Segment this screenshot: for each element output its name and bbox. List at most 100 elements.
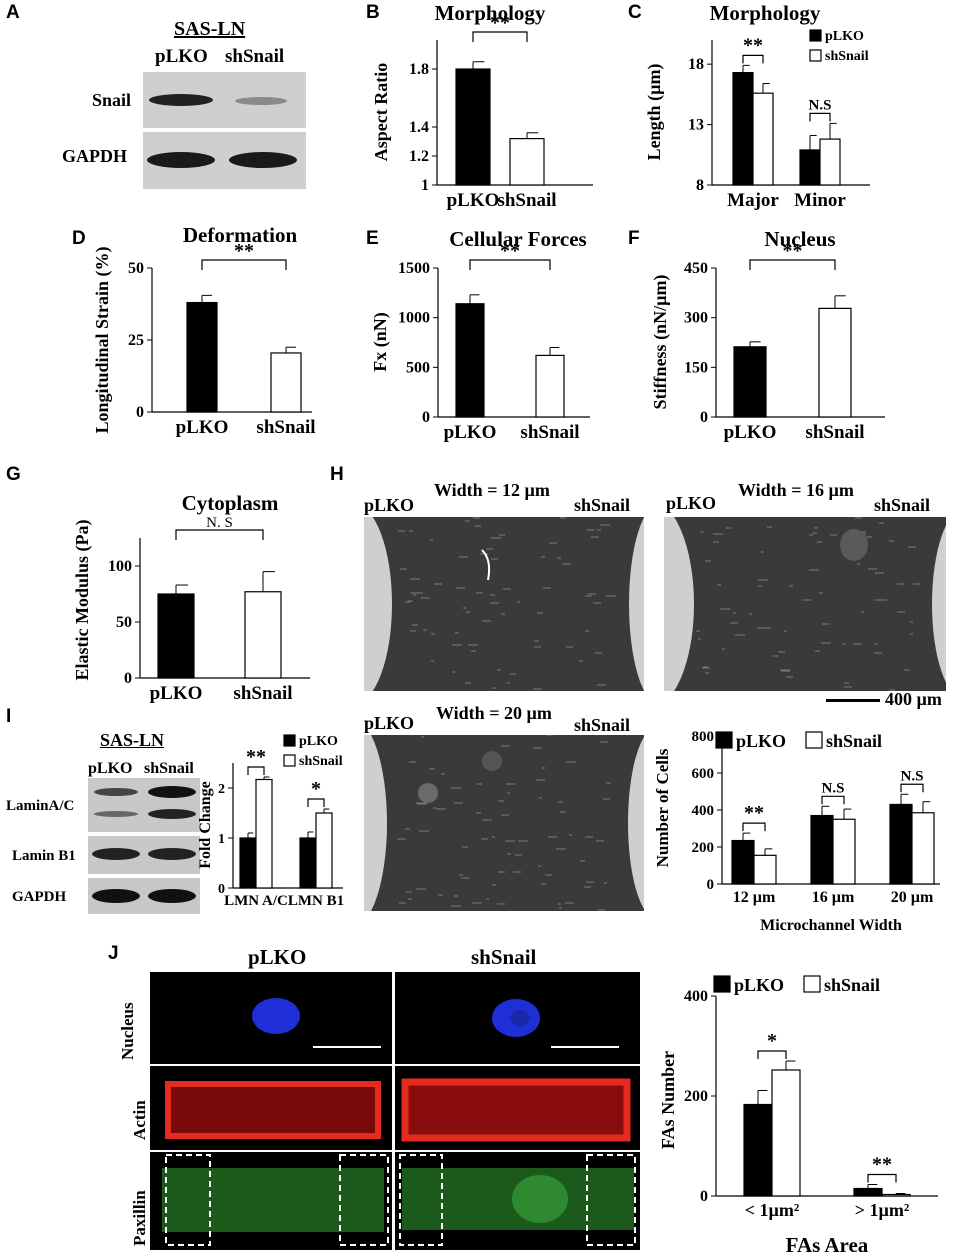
chart-i-bar	[239, 837, 257, 889]
chart-d-xtick-label: pLKO	[176, 417, 229, 438]
chart-h2-ytick-label: 600	[692, 766, 715, 782]
chart-e-ylabel: Fx (nN)	[370, 312, 391, 372]
chart-g-bar	[244, 591, 282, 679]
chart-h2-sig-label: N.S	[901, 768, 924, 784]
chart-i-legend-swatch	[283, 754, 296, 767]
h-label-plko-2: pLKO	[666, 493, 717, 513]
chart-g-xtick-label: shSnail	[233, 683, 292, 704]
chart-b-ytick-label: 1	[421, 177, 429, 194]
chart-d-sig-label: **	[234, 240, 254, 262]
chart-j2-legend-swatch	[803, 975, 821, 993]
chart-c-ytick-label: 13	[688, 117, 704, 134]
chart-i-legend-label: pLKO	[299, 734, 338, 749]
chart-c-bar	[752, 92, 774, 186]
panel-letter-i: I	[6, 706, 12, 727]
chart-d-xtick-label: shSnail	[256, 417, 315, 438]
chart-i-xtick-label: LMN A/C	[224, 893, 288, 909]
chart-c-ylabel: Length (µm)	[644, 64, 665, 161]
chart-c-sig-label: N.S	[809, 97, 832, 113]
chart-d-ylabel: Longitudinal Strain (%)	[92, 246, 113, 433]
chart-c-title: Morphology	[710, 1, 821, 25]
chart-j2-ytick-label: 0	[700, 1188, 708, 1205]
chart-h2-xtick-label: 12 µm	[733, 889, 776, 906]
chart-e-ytick-label: 1500	[398, 260, 430, 277]
chart-b-xtick-label: pLKO	[447, 190, 500, 211]
microchannel-image-20	[364, 735, 644, 911]
panel-letter-e: E	[366, 228, 379, 249]
panel-letter-g: G	[6, 464, 21, 485]
j-fluorescence-grid	[150, 972, 640, 1250]
microchannel-image-16	[664, 517, 946, 691]
chart-j-fas: 0 200 400 FAs Number < 1µm² * > 1µm² ** FAs Area…	[658, 975, 938, 1257]
chart-i-legend-swatch	[283, 734, 296, 747]
chart-f-ytick-label: 450	[684, 260, 708, 277]
chart-d-ytick-label: 25	[128, 332, 144, 349]
chart-j2-bar	[771, 1069, 801, 1197]
chart-c-bar	[799, 149, 821, 186]
chart-e: Cellular Forces 0 500 1000 1500 Fx (nN) pLKO sh…	[370, 227, 590, 443]
chart-b: Morphology 1 1.2 1.4 1.8 Aspect Ratio pLKOshSn…	[371, 1, 593, 211]
blot-i-row-1: LaminA/C	[6, 798, 75, 814]
chart-h2-bar	[731, 839, 755, 885]
chart-j2-ytick-label: 200	[684, 1088, 708, 1105]
chart-b-bar	[509, 138, 545, 186]
chart-f-ytick-label: 150	[684, 359, 708, 376]
chart-g-ytick-label: 50	[116, 614, 132, 631]
chart-j2-xtick-label: > 1µm²	[855, 1200, 910, 1220]
chart-e-sig-bracket	[469, 259, 551, 270]
h-label-width-20: Width = 20 µm	[436, 703, 552, 723]
blot-i-row-3: GAPDH	[12, 889, 67, 905]
chart-b-xtick-label: shSnail	[497, 190, 556, 211]
blot-i-row-2: Lamin B1	[12, 848, 76, 864]
chart-g: Cytoplasm 0 50 100 Elastic Modulus (Pa) pLKO s…	[72, 491, 310, 704]
h-label-plko-1: pLKO	[364, 495, 415, 515]
chart-h2-sig-label: N.S	[822, 780, 845, 796]
chart-c-xtick-label: Minor	[794, 190, 846, 211]
j-row-nucleus: Nucleus	[118, 1002, 137, 1060]
blot-a-lane-2: shSnail	[225, 46, 285, 67]
blot-a-lane-1: pLKO	[155, 46, 208, 67]
chart-f-sig-bracket	[749, 259, 836, 270]
chart-c: Morphology 8 13 18 Length (µm) Major ** Minor N.…	[644, 1, 870, 211]
j-row-actin: Actin	[130, 1100, 149, 1140]
chart-c-bar	[732, 72, 754, 186]
chart-j2-xlabel: FAs Area	[786, 1233, 869, 1257]
h-label-shsnail-2: shSnail	[874, 495, 931, 515]
chart-b-ytick-label: 1.2	[409, 148, 429, 165]
chart-f-xtick-label: shSnail	[805, 422, 864, 443]
h-label-shsnail-1: shSnail	[574, 495, 631, 515]
chart-j2-sig-label: **	[872, 1154, 892, 1176]
chart-e-xtick-label: pLKO	[444, 422, 497, 443]
chart-i-sig-bracket	[247, 766, 265, 775]
chart-h2-ytick-label: 800	[692, 729, 715, 745]
chart-b-title: Morphology	[435, 1, 546, 25]
chart-b-sig-bracket	[472, 31, 528, 42]
chart-h-cells: 0 200 400 600 800 Number of Cells 12 µm ** 16 µm…	[653, 729, 940, 934]
chart-h2-bar	[810, 814, 834, 885]
chart-g-sig-label: N. S	[206, 515, 233, 531]
j-row-paxillin: Paxillin	[130, 1190, 149, 1246]
scale-bar	[826, 699, 880, 702]
chart-g-ytick-label: 100	[108, 558, 132, 575]
j-col-shsnail: shSnail	[471, 945, 537, 969]
chart-h2-sig-bracket	[742, 822, 766, 832]
chart-f-ytick-label: 0	[700, 409, 708, 426]
microchannel-texture-20	[364, 735, 644, 911]
chart-c-ytick-label: 18	[688, 56, 704, 73]
chart-e-bar	[535, 354, 565, 418]
chart-h2-xtick-label: 20 µm	[891, 889, 934, 906]
chart-c-ytick-label: 8	[696, 177, 704, 194]
chart-i-bar	[315, 812, 333, 889]
blot-i-lane-2: shSnail	[144, 760, 194, 777]
panel-letter-d: D	[72, 228, 86, 249]
chart-f: Nucleus 0 150 300 450 Stiffness (nN/µm) pLKO sh…	[650, 227, 885, 443]
chart-h2-sig-label: **	[744, 802, 764, 824]
chart-d-sig-bracket	[201, 259, 287, 270]
chart-g-ytick-label: 0	[124, 670, 132, 687]
chart-f-bar	[818, 307, 852, 418]
blot-a-title: SAS-LN	[174, 18, 246, 40]
chart-f-sig-label: **	[783, 240, 803, 262]
chart-c-xtick-label: Major	[727, 190, 779, 211]
chart-e-bar	[455, 303, 485, 418]
chart-b-ytick-label: 1.4	[409, 119, 429, 136]
